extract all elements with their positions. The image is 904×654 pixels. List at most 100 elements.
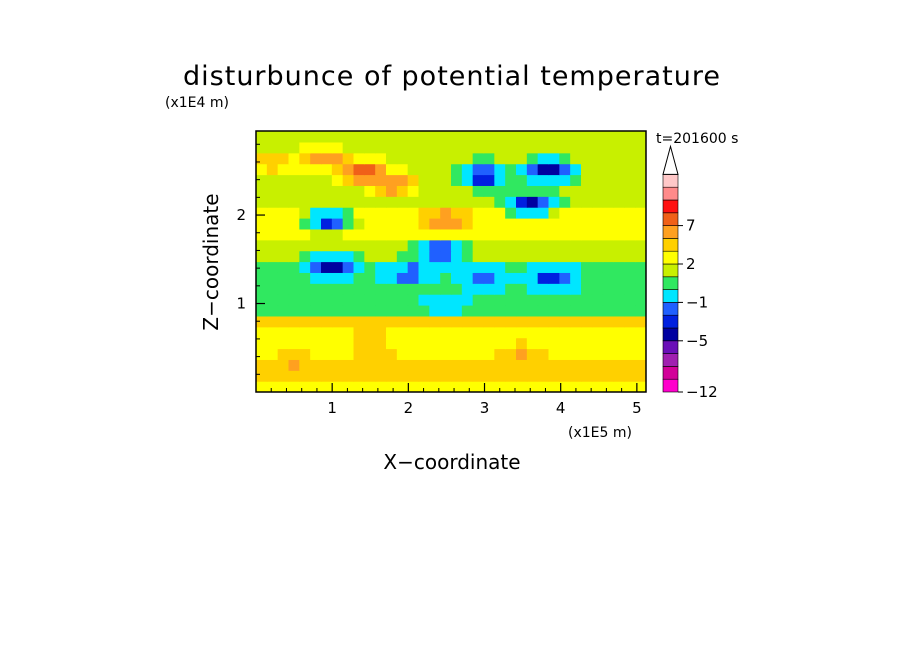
heatmap-cell — [591, 152, 604, 165]
heatmap-cell — [277, 283, 290, 295]
heatmap-cell — [451, 305, 463, 317]
heatmap-cell — [635, 218, 646, 230]
heatmap-cell — [440, 272, 452, 284]
heatmap-cell — [581, 174, 593, 186]
heatmap-cell — [494, 131, 506, 143]
heatmap-cell — [624, 370, 636, 382]
heatmap-cell — [581, 261, 593, 273]
heatmap-cell — [418, 228, 430, 241]
heatmap-cell — [364, 359, 376, 371]
heatmap-cell — [591, 250, 604, 263]
heatmap-cell — [375, 174, 387, 186]
heatmap-cell — [559, 381, 571, 392]
heatmap-cell — [429, 315, 441, 328]
heatmap-cell — [375, 381, 387, 392]
heatmap-cell — [581, 218, 593, 230]
heatmap-cell — [331, 272, 344, 284]
heatmap-cell — [310, 174, 322, 186]
heatmap-cell — [277, 163, 290, 176]
colorbar: −12−5−127 — [662, 144, 718, 401]
heatmap-cell — [635, 174, 646, 186]
heatmap-cell — [505, 131, 517, 143]
heatmap-cell — [396, 283, 409, 295]
heatmap-cell — [570, 261, 582, 273]
heatmap-cell — [494, 326, 506, 339]
heatmap-cell — [461, 261, 474, 273]
heatmap-cell — [581, 348, 593, 360]
y-unit-label: (x1E4 m) — [165, 95, 229, 111]
heatmap-cell — [505, 141, 517, 154]
heatmap-cell — [613, 294, 625, 306]
heatmap-cell — [635, 305, 646, 317]
heatmap-cell — [288, 370, 300, 382]
heatmap-cell — [256, 174, 268, 186]
heatmap-cell — [602, 294, 615, 306]
heatmap-cell — [505, 348, 517, 360]
heatmap-cell — [440, 185, 452, 197]
heatmap-cell — [386, 261, 398, 273]
heatmap-cell — [526, 315, 539, 328]
heatmap-cell — [548, 326, 560, 339]
heatmap-cell — [602, 348, 615, 360]
heatmap-cell — [581, 141, 593, 154]
heatmap-cell — [451, 370, 463, 382]
heatmap-cell — [277, 218, 290, 230]
heatmap-cell — [256, 381, 268, 392]
heatmap-cell — [364, 185, 376, 197]
heatmap-cell — [321, 348, 333, 360]
heatmap-cell — [613, 272, 625, 284]
heatmap-cell — [353, 305, 365, 317]
heatmap-cell — [559, 370, 571, 382]
heatmap-cell — [386, 370, 398, 382]
heatmap-cell — [613, 315, 625, 328]
heatmap-cell — [310, 218, 322, 230]
heatmap-cell — [635, 207, 646, 219]
heatmap-cell — [310, 294, 322, 306]
heatmap-cell — [451, 228, 463, 241]
heatmap-cell — [407, 272, 420, 284]
heatmap-cell — [526, 163, 539, 176]
heatmap-cell — [396, 326, 409, 339]
heatmap-cell — [559, 348, 571, 360]
heatmap-cell — [516, 326, 528, 339]
heatmap-cell — [570, 174, 582, 186]
heatmap-cell — [375, 315, 387, 328]
heatmap-cell — [461, 381, 474, 392]
heatmap-cell — [559, 228, 571, 241]
heatmap-cell — [331, 294, 344, 306]
heatmap-cell — [624, 207, 636, 219]
heatmap-cell — [440, 239, 452, 252]
heatmap-cell — [537, 337, 550, 350]
heatmap-cell — [494, 228, 506, 241]
heatmap-cell — [353, 359, 365, 371]
heatmap-cell — [277, 207, 290, 219]
heatmap-cell — [602, 239, 615, 252]
heatmap-cell — [353, 381, 365, 392]
heatmap-cell — [256, 337, 268, 350]
heatmap-cell — [461, 272, 474, 284]
heatmap-cell — [494, 250, 506, 263]
heatmap-cell — [364, 174, 376, 186]
y-tick-label: 2 — [236, 206, 246, 224]
heatmap-cell — [310, 207, 322, 219]
heatmap-cell — [526, 174, 539, 186]
heatmap-cell — [266, 185, 279, 197]
heatmap-cell — [321, 381, 333, 392]
heatmap-cell — [483, 261, 495, 273]
heatmap-cell — [386, 305, 398, 317]
x-tick-label: 5 — [632, 399, 642, 417]
heatmap-cell — [429, 185, 441, 197]
heatmap-cell — [559, 174, 571, 186]
heatmap-cell — [602, 185, 615, 197]
heatmap-cell — [364, 152, 376, 165]
heatmap-cell — [461, 207, 474, 219]
colorbar-swatch — [662, 289, 679, 303]
heatmap-cell — [570, 381, 582, 392]
heatmap-cell — [256, 163, 268, 176]
heatmap-cell — [353, 283, 365, 295]
heatmap-cell — [299, 152, 311, 165]
heatmap-cell — [613, 185, 625, 197]
heatmap-cell — [570, 207, 582, 219]
heatmap-cell — [353, 250, 365, 263]
heatmap-cell — [548, 239, 560, 252]
